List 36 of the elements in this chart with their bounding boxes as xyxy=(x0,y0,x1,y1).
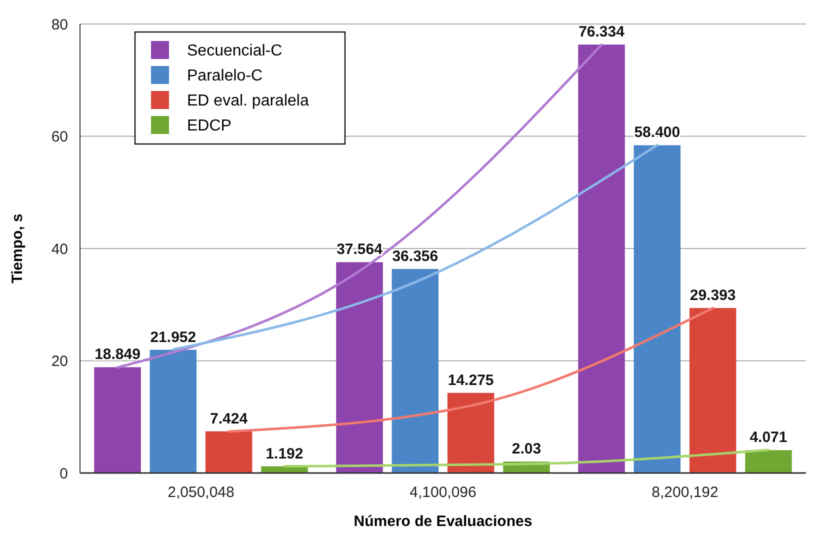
data-label: 4.071 xyxy=(750,429,788,446)
data-label: 18.849 xyxy=(94,346,140,364)
bar xyxy=(150,350,197,473)
bar xyxy=(205,431,252,473)
bar xyxy=(689,308,736,473)
data-label: 37.564 xyxy=(336,241,384,258)
data-label: 1.192 xyxy=(266,445,304,462)
bar xyxy=(447,392,494,473)
bar xyxy=(94,367,141,473)
bar xyxy=(336,262,383,473)
x-tick-label: 8,200,192 xyxy=(652,484,718,501)
bar xyxy=(392,268,439,473)
data-label: 58.400 xyxy=(634,124,680,142)
y-tick-label: 60 xyxy=(51,128,68,146)
data-label: 7.424 xyxy=(210,410,248,428)
bar xyxy=(745,450,792,473)
y-tick-label: 80 xyxy=(51,16,68,34)
legend-label: Paralelo-C xyxy=(187,68,263,85)
data-label: 2.03 xyxy=(512,440,542,458)
y-tick-label: 0 xyxy=(60,465,68,482)
data-label: 21.952 xyxy=(150,328,196,346)
y-tick-label: 20 xyxy=(51,353,68,370)
x-tick-label: 4,100,096 xyxy=(410,484,476,501)
legend-label: EDCP xyxy=(187,118,232,135)
data-label: 36.356 xyxy=(392,248,438,265)
y-tick-label: 40 xyxy=(51,240,68,258)
data-label: 14.275 xyxy=(448,372,494,389)
bar xyxy=(578,44,625,473)
legend-label: ED eval. paralela xyxy=(187,92,309,110)
data-label: 76.334 xyxy=(578,24,626,41)
x-axis-title: Número de Evaluaciones xyxy=(354,513,532,530)
x-tick-label: 2,050,048 xyxy=(168,484,234,501)
bar xyxy=(634,145,681,473)
y-axis-title: Tiempo, s xyxy=(9,214,26,284)
data-label: 29.393 xyxy=(690,287,736,304)
legend-label: Secuencial-C xyxy=(187,42,282,60)
